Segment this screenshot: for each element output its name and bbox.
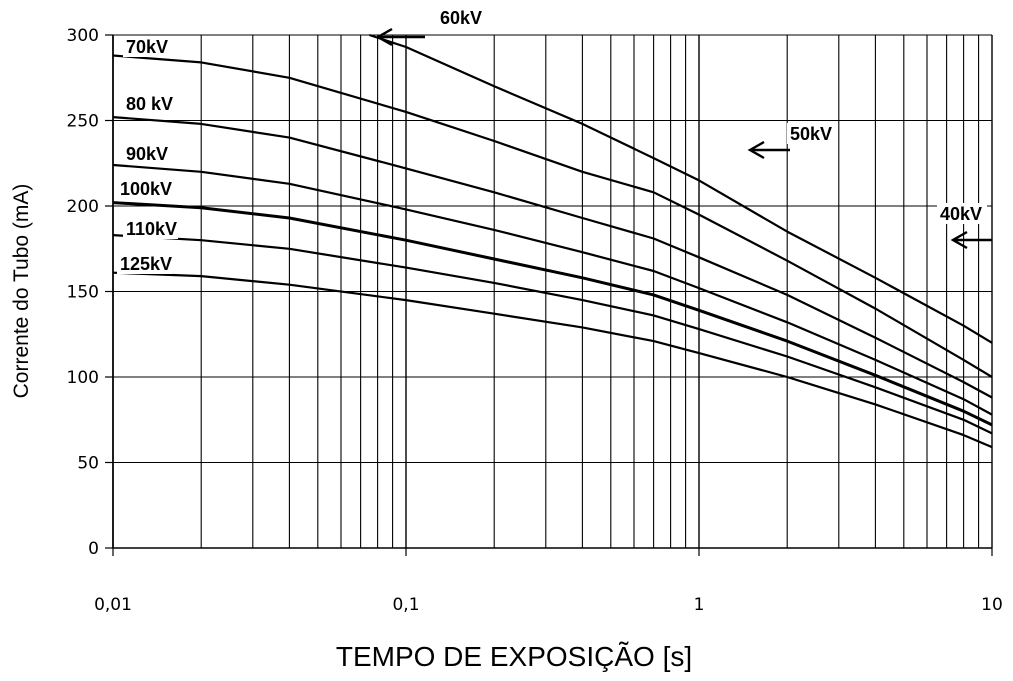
series-label: 125kV — [120, 254, 172, 274]
series-label: 80 kV — [126, 94, 173, 114]
series-line — [112, 116, 993, 399]
x-tick-label: 0,01 — [94, 595, 132, 615]
series-label: 90kV — [126, 144, 168, 164]
annotation-arrow-head — [375, 27, 393, 47]
y-tick-label: 150 — [67, 283, 99, 303]
series-label-bg — [123, 94, 178, 114]
y-tick-label: 300 — [67, 26, 99, 46]
series-lines — [112, 33, 993, 449]
series-line — [112, 201, 993, 427]
annotation-label: 60kV — [440, 8, 482, 28]
x-axis-label: TEMPO DE EXPOSIÇÃO [s] — [336, 641, 692, 672]
y-tick-label: 100 — [67, 368, 99, 388]
y-tick-label: 200 — [67, 197, 99, 217]
axes: 0 50 100 150 200 250 300 0,01 0,1 1 10 — [67, 26, 1003, 615]
annotation-bg — [937, 203, 987, 224]
annotation-arrow-head — [950, 230, 968, 250]
annotation-bg — [437, 7, 487, 28]
x-tick-label: 10 — [981, 595, 1003, 615]
series-line — [112, 163, 993, 416]
series-line — [369, 33, 993, 344]
y-tick-label: 0 — [88, 539, 99, 559]
series-line — [112, 234, 993, 435]
series-label-bg — [123, 37, 167, 57]
series-label-bg — [117, 254, 172, 274]
series-label-bg — [117, 179, 172, 199]
series-line — [112, 271, 993, 449]
series-labels: 70kV 80 kV 90kV 100kV 110kV 125kV 60kV 50kV 40kV — [117, 7, 992, 274]
series-label: 100kV — [120, 179, 172, 199]
y-tick-label: 250 — [67, 112, 99, 132]
annotation-label: 50kV — [790, 124, 832, 144]
x-tick-label: 1 — [694, 595, 705, 615]
annotation-label: 40kV — [940, 204, 982, 224]
y-tick-label: 50 — [77, 454, 99, 474]
series-label: 110kV — [126, 219, 177, 239]
series-line — [112, 54, 993, 378]
series-label: 70kV — [126, 37, 168, 57]
series-label-bg — [123, 219, 178, 239]
x-tick-label: 0,1 — [392, 595, 419, 615]
annotation-arrow-head — [747, 140, 765, 160]
annotation-bg — [787, 123, 837, 144]
y-axis-label: Corrente do Tubo (mA) — [10, 184, 33, 399]
series-label-bg — [123, 144, 167, 164]
